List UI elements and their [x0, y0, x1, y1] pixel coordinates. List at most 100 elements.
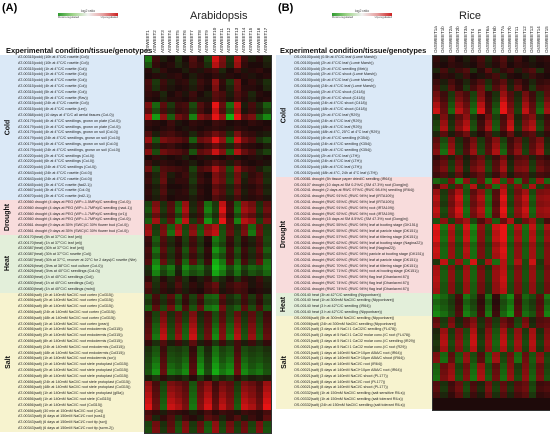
- row-label: OS-00021(salt) (1 days at 140mM NaCl+10µ…: [292, 356, 432, 363]
- heatmap-cell: [248, 73, 256, 80]
- heatmap-cell: [462, 380, 470, 387]
- heatmap-cell: [241, 369, 249, 375]
- heatmap-cell: [189, 177, 197, 184]
- heatmap-cell: [181, 73, 190, 80]
- heatmap-cell: [484, 311, 493, 317]
- heatmap-cell: [499, 183, 507, 190]
- heatmap-cell: [477, 67, 485, 74]
- heatmap-cell: [433, 386, 441, 393]
- heatmap-cell: [152, 177, 160, 184]
- heatmap-cell: [145, 247, 153, 254]
- heatmap-cell: [174, 212, 182, 219]
- heatmap-cell: [152, 131, 160, 138]
- heatmap-cell: [529, 56, 537, 62]
- heatmap-cell: [447, 253, 456, 259]
- heatmap-cell: [521, 160, 530, 167]
- heatmap-cell: [484, 195, 493, 201]
- heatmap-cell: [159, 311, 168, 317]
- heatmap-cell: [499, 137, 507, 143]
- heatmap-cell: [159, 84, 168, 91]
- heatmap-cell: [174, 142, 182, 149]
- heatmap-cell: [255, 380, 264, 387]
- heatmap-row: [433, 131, 550, 138]
- heatmap-cell: [529, 299, 537, 306]
- heatmap-cell: [189, 258, 197, 265]
- heatmap-cell: [477, 212, 485, 219]
- heatmap-cell: [248, 154, 256, 161]
- heatmap-cell: [455, 351, 463, 358]
- heatmap-cell: [241, 61, 249, 68]
- heatmap-cell: [241, 311, 249, 317]
- heatmap-cell: [433, 305, 441, 312]
- heatmap-cell: [514, 137, 522, 143]
- heatmap-cell: [233, 229, 242, 236]
- heatmap-cell: [167, 258, 175, 265]
- heatmap-cell: [477, 195, 485, 201]
- heatmap-cell: [499, 357, 507, 364]
- heatmap-cell: [189, 398, 197, 404]
- heatmap-cell: [248, 311, 256, 317]
- heatmap-cell: [499, 282, 507, 288]
- heatmap-cell: [152, 351, 160, 358]
- heatmap-cell: [469, 102, 478, 109]
- heatmap-cell: [455, 398, 463, 404]
- heatmap-cell: [492, 90, 500, 97]
- heatmap-cell: [499, 218, 507, 225]
- heatmap-cell: [477, 166, 485, 172]
- heatmap-cell: [204, 137, 212, 143]
- heatmap-cell: [152, 102, 160, 109]
- heatmap-cell: [145, 148, 153, 155]
- heatmap-cell: [233, 345, 242, 352]
- heatmap-cell: [529, 177, 537, 184]
- heatmap-cell: [514, 247, 522, 254]
- heatmap-cell: [263, 398, 271, 404]
- row-label: AT-00656(salt) (2h at 140mM NaCl/C root …: [16, 298, 144, 305]
- heatmap-cell: [536, 218, 544, 225]
- heatmap-cell: [189, 79, 197, 85]
- heatmap-cell: [167, 264, 175, 271]
- heatmap-cell: [536, 84, 544, 91]
- heatmap-cell: [167, 224, 175, 230]
- heatmap-cell: [167, 340, 175, 346]
- heatmap-row: [145, 386, 271, 393]
- heatmap-cell: [189, 409, 197, 416]
- column-label: AtSWEET5: [174, 27, 181, 53]
- heatmap-cell: [543, 322, 550, 329]
- heatmap-cell: [492, 102, 500, 109]
- heatmap-cell: [492, 328, 500, 335]
- heatmap-cell: [196, 287, 205, 294]
- row-label: OS-00241 drought (RWC 62%/C (RWC 94%) le…: [292, 240, 432, 247]
- heatmap-cell: [433, 131, 441, 138]
- heatmap-cell: [226, 363, 234, 370]
- heatmap-cell: [521, 253, 530, 259]
- heatmap-cell: [174, 224, 182, 230]
- heatmap-cell: [189, 334, 197, 341]
- heatmap-cell: [152, 374, 160, 381]
- heatmap-cell: [462, 73, 470, 80]
- heatmap-cell: [226, 380, 234, 387]
- heatmap-cell: [204, 311, 212, 317]
- heatmap-cell: [447, 84, 456, 91]
- heatmap-cell: [211, 351, 219, 358]
- heatmap-cell: [167, 148, 175, 155]
- column-label: OsSWEET1a: [432, 26, 439, 53]
- heatmap-cell: [181, 311, 190, 317]
- heatmap-cell: [181, 189, 190, 196]
- heatmap-cell: [233, 363, 242, 370]
- heatmap-cell: [248, 374, 256, 381]
- heatmap-cell: [469, 73, 478, 80]
- heatmap-cell: [159, 380, 168, 387]
- heatmap-cell: [499, 369, 507, 375]
- heatmap-cell: [484, 392, 493, 399]
- heatmap-cell: [447, 235, 456, 242]
- heatmap-cell: [145, 305, 153, 312]
- heatmap-cell: [477, 79, 485, 85]
- heatmap-cell: [506, 224, 515, 230]
- heatmap-cell: [521, 235, 530, 242]
- heatmap-cell: [181, 235, 190, 242]
- heatmap-cell: [145, 345, 153, 352]
- heatmap-cell: [433, 264, 441, 271]
- heatmap-cell: [263, 340, 271, 346]
- heatmap-cell: [514, 398, 522, 404]
- heatmap-cell: [543, 119, 550, 126]
